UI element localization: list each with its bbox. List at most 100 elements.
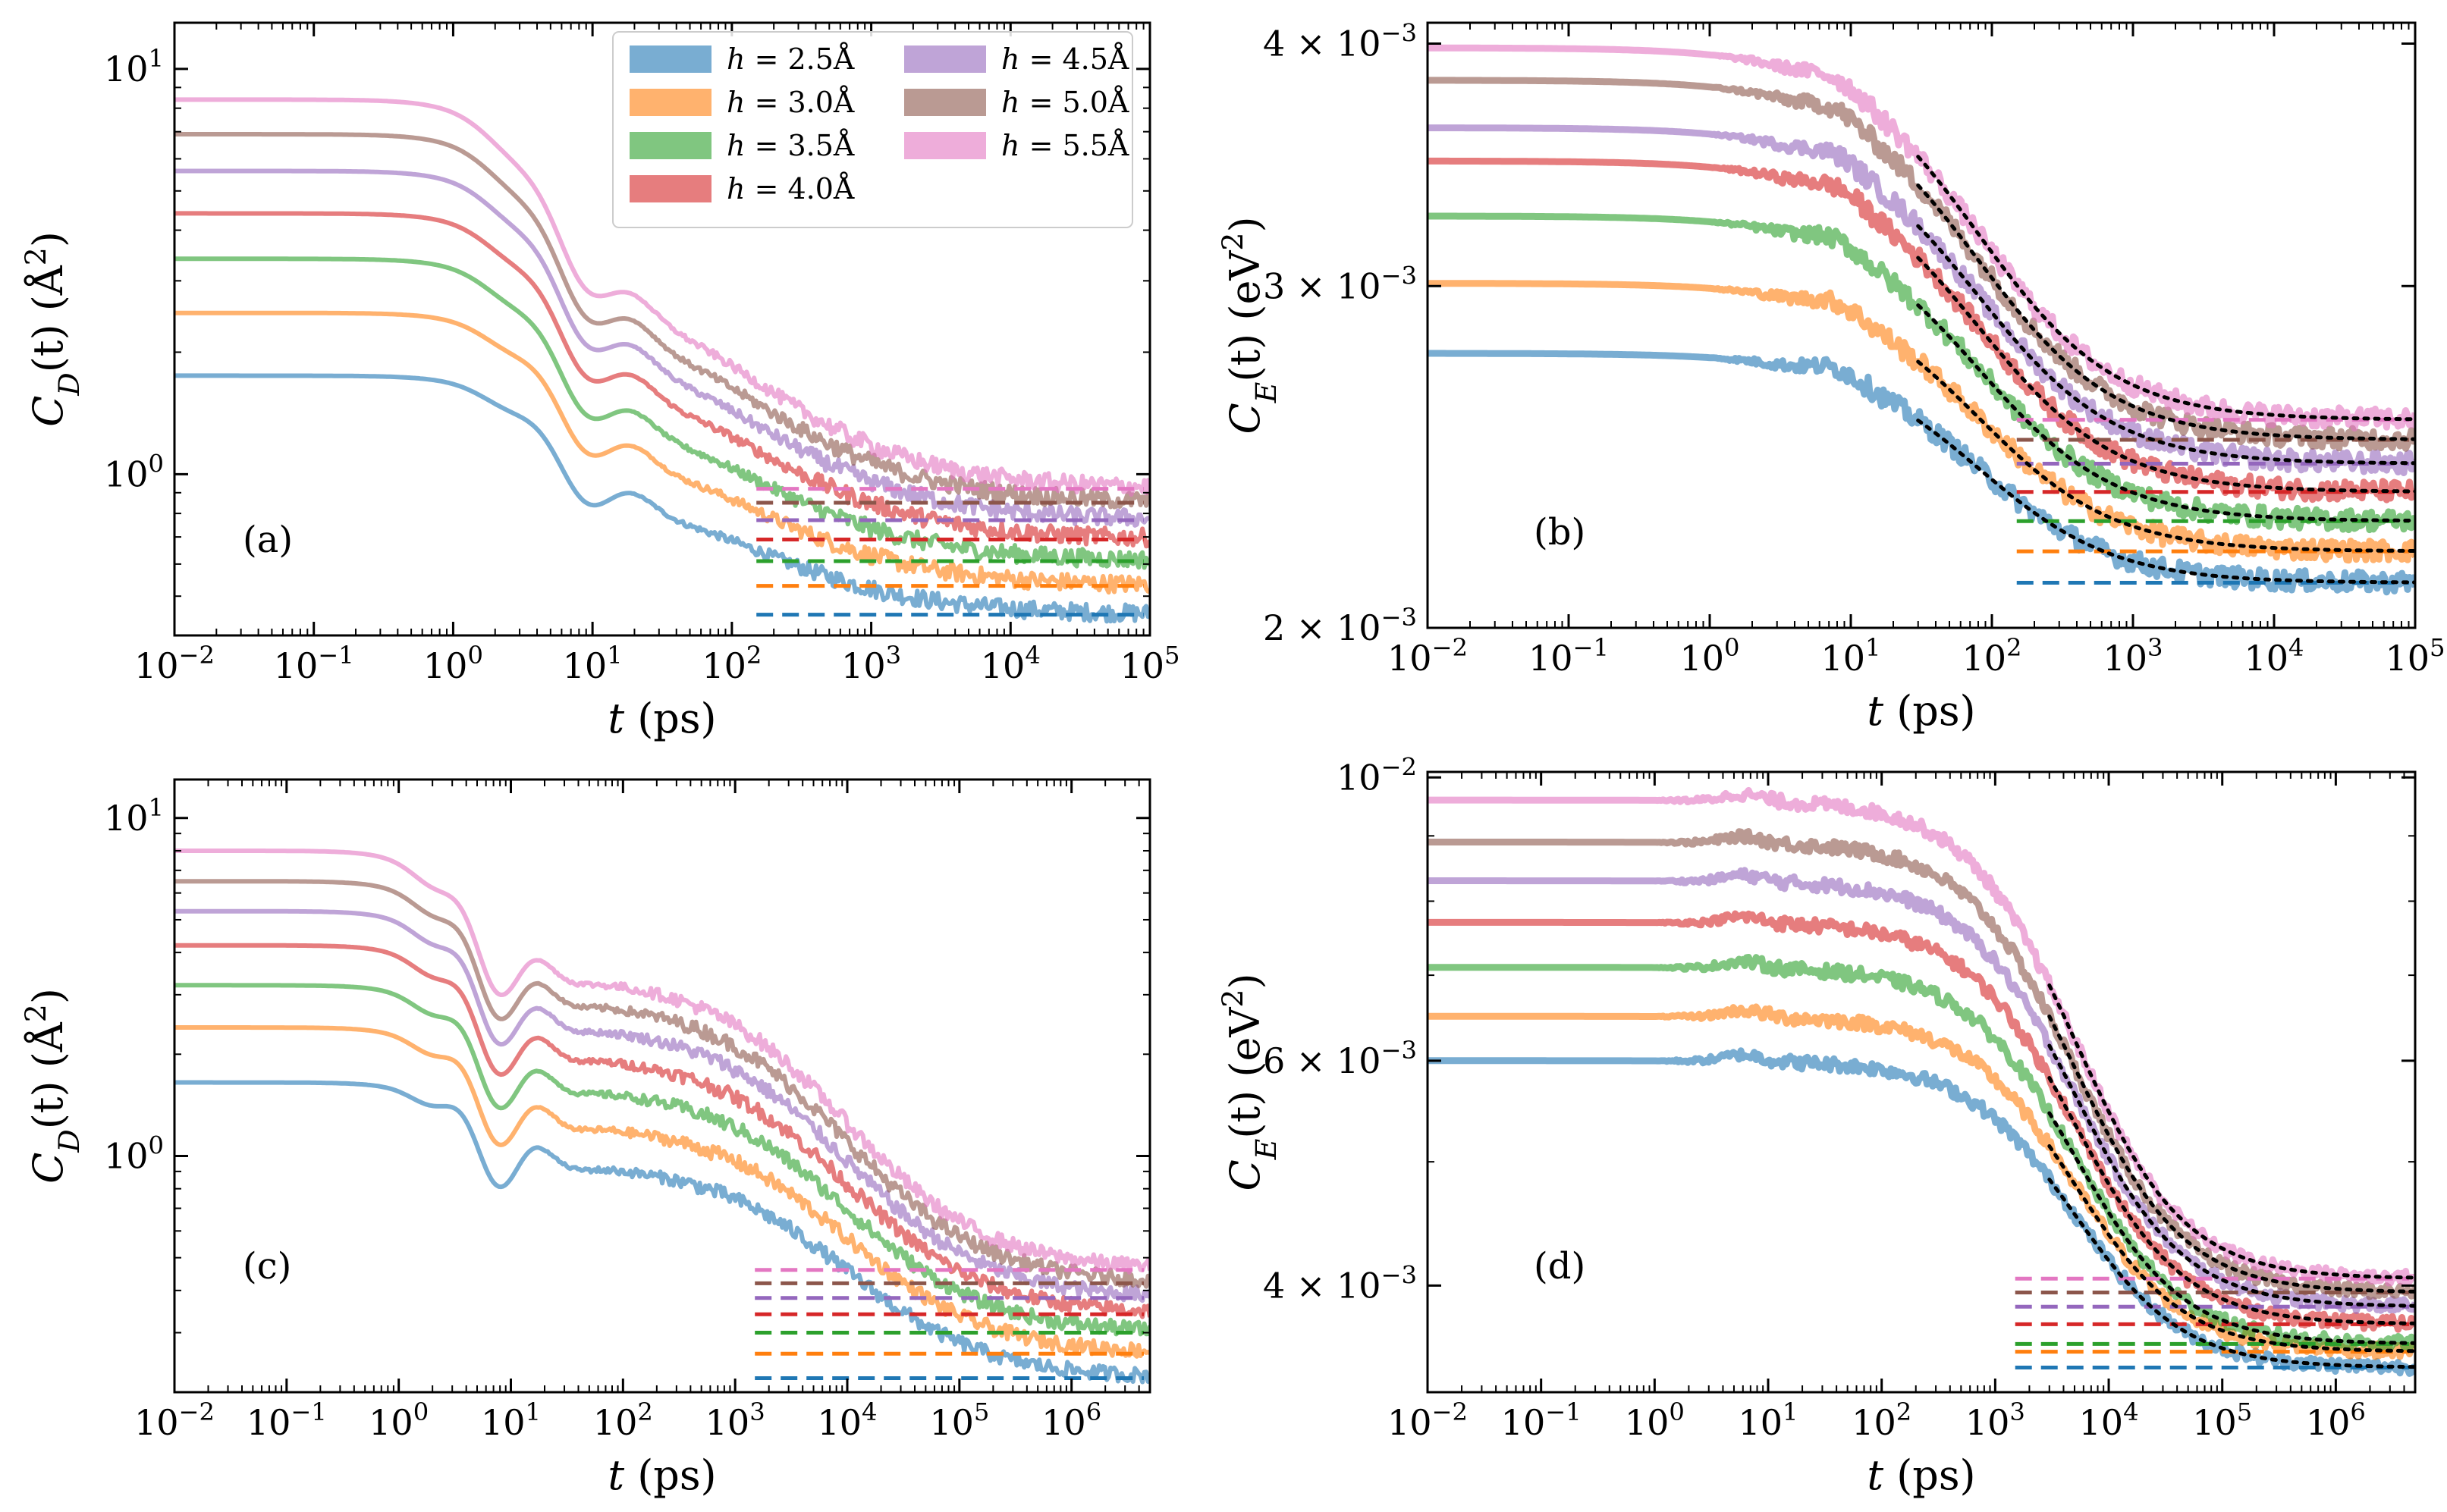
plot-frame xyxy=(173,21,1151,637)
plot-area xyxy=(174,97,1150,624)
x-tick-label: 10−1 xyxy=(1528,633,1609,679)
series-line-5 xyxy=(174,132,1150,510)
y-tick-label: 4 × 10−3 xyxy=(1263,1260,1417,1306)
series-line-1 xyxy=(174,310,1150,595)
x-tick-label: 102 xyxy=(593,1398,653,1443)
x-tick-label: 10−1 xyxy=(247,1398,327,1443)
y-tick-label: 100 xyxy=(104,449,164,494)
panel-b: 10−2 10−1 100 101 102 103 104 105 2 × 10−3 3 × 10… xyxy=(1216,18,2445,735)
panel-label: (a) xyxy=(243,519,293,561)
x-tick-label: 103 xyxy=(841,641,901,686)
series-line-5 xyxy=(1428,77,2415,452)
series-line-3 xyxy=(174,943,1150,1319)
plot-frame xyxy=(1426,21,2417,629)
legend-entry: h = 2.5Å xyxy=(727,42,855,76)
fit-line-3 xyxy=(2047,1076,2415,1325)
legend-swatch xyxy=(630,45,711,73)
plot-area xyxy=(1428,44,2415,596)
x-tick-label: 10−2 xyxy=(134,1398,215,1443)
series-line-1 xyxy=(174,1025,1150,1359)
fit-line-3 xyxy=(1916,256,2415,494)
series-line-1 xyxy=(1428,280,2415,564)
series-line-6 xyxy=(1428,44,2415,432)
x-tick-label: 106 xyxy=(2306,1398,2366,1443)
x-tick-label: 101 xyxy=(563,641,623,686)
x-tick-label: 104 xyxy=(2244,633,2304,679)
x-tick-label: 10−2 xyxy=(134,641,215,686)
series-line-2 xyxy=(174,256,1150,570)
y-axis-label: CD(t) (Å2) xyxy=(19,988,86,1184)
legend-swatch xyxy=(630,132,711,159)
panel-d: 10−2 10−1 100 101 102 103 104 105 106 4 × 10−3 6 ×… xyxy=(1216,752,2417,1499)
y-axis-label: CE(t) (eV2) xyxy=(1216,973,1283,1190)
fit-line-5 xyxy=(1916,184,2415,441)
panel-label: (d) xyxy=(1534,1245,1585,1288)
plot-area xyxy=(1428,786,2415,1377)
series-line-5 xyxy=(1428,828,2415,1300)
series-line-5 xyxy=(174,879,1150,1289)
legend-swatch xyxy=(630,175,711,202)
x-tick-label: 100 xyxy=(369,1398,429,1443)
panel-label: (c) xyxy=(243,1245,291,1288)
x-tick-label: 101 xyxy=(1820,633,1880,679)
legend-entry: h = 5.5Å xyxy=(1001,129,1129,162)
series-line-2 xyxy=(1428,212,2415,534)
series-line-3 xyxy=(1428,910,2415,1333)
panel-c: 10−2 10−1 100 101 102 103 104 105 106 100 101 t (ps… xyxy=(19,778,1151,1499)
y-tick-label: 3 × 10−3 xyxy=(1263,261,1417,306)
series-line-0 xyxy=(1428,350,2415,596)
legend-swatch xyxy=(904,132,986,159)
series-line-4 xyxy=(174,168,1150,528)
legend-box xyxy=(612,31,1133,228)
legend-entry: h = 5.0Å xyxy=(1001,86,1129,119)
y-tick-label: 4 × 10−3 xyxy=(1263,18,1417,64)
y-tick-label: 101 xyxy=(104,44,164,89)
fit-line-2 xyxy=(1916,303,2415,523)
fit-line-4 xyxy=(2047,1043,2415,1308)
x-tick-label: 100 xyxy=(1679,633,1739,679)
y-tick-label: 2 × 10−3 xyxy=(1263,603,1417,648)
series-line-6 xyxy=(174,97,1150,497)
y-axis-label: CD(t) (Å2) xyxy=(19,231,86,427)
x-tick-label: 103 xyxy=(1965,1398,2025,1443)
series-line-0 xyxy=(174,1080,1150,1385)
legend-entry: h = 3.0Å xyxy=(727,86,855,119)
legend-swatch xyxy=(630,89,711,116)
fit-line-5 xyxy=(2047,1014,2415,1294)
x-axis-label: t (ps) xyxy=(608,695,716,742)
x-tick-label: 103 xyxy=(2103,633,2163,679)
x-tick-label: 101 xyxy=(1739,1398,1798,1443)
legend-entry: h = 3.5Å xyxy=(727,129,855,162)
x-tick-label: 100 xyxy=(1625,1398,1685,1443)
fit-line-6 xyxy=(2047,983,2415,1280)
series-line-3 xyxy=(174,211,1150,549)
legend-swatch xyxy=(904,89,986,116)
y-tick-label: 6 × 10−3 xyxy=(1263,1036,1417,1081)
x-tick-label: 106 xyxy=(1041,1398,1101,1443)
x-tick-label: 10−2 xyxy=(1387,633,1468,679)
x-tick-label: 103 xyxy=(705,1398,765,1443)
fit-line-4 xyxy=(1916,224,2415,466)
series-line-4 xyxy=(174,908,1150,1303)
x-tick-label: 104 xyxy=(817,1398,877,1443)
plot-frame xyxy=(1426,770,2417,1394)
x-tick-label: 102 xyxy=(1852,1398,1911,1443)
fit-line-2 xyxy=(2047,1111,2415,1345)
plot-area xyxy=(174,849,1150,1385)
x-axis-label: t (ps) xyxy=(1867,687,1975,735)
series-line-0 xyxy=(1428,1047,2415,1377)
fit-line-1 xyxy=(2047,1144,2415,1354)
x-tick-label: 104 xyxy=(981,641,1041,686)
y-tick-label: 10−2 xyxy=(1337,752,1417,798)
fit-line-1 xyxy=(1916,359,2415,553)
y-axis-label: CE(t) (eV2) xyxy=(1216,216,1283,434)
x-tick-label: 105 xyxy=(2192,1398,2252,1443)
x-tick-label: 100 xyxy=(423,641,483,686)
y-tick-label: 100 xyxy=(104,1131,164,1176)
x-tick-label: 105 xyxy=(1120,641,1180,686)
x-tick-label: 102 xyxy=(1962,633,2021,679)
plot-frame xyxy=(173,778,1151,1394)
series-line-2 xyxy=(174,983,1150,1337)
y-tick-label: 101 xyxy=(104,793,164,839)
